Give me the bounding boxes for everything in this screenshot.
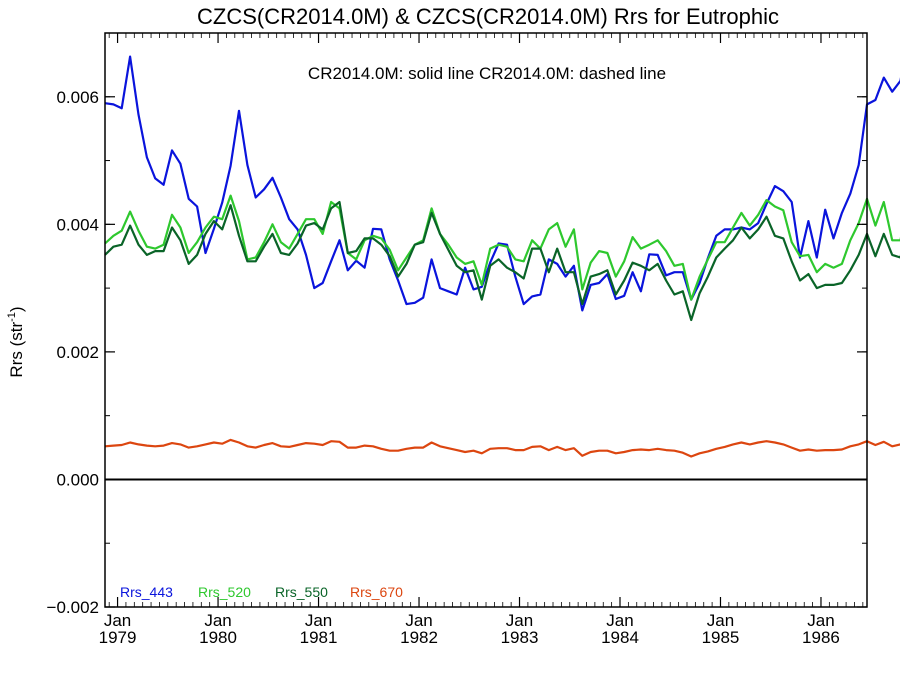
legend: Rrs_443 Rrs_520 Rrs_550 Rrs_670 — [120, 584, 403, 600]
chart-subtitle: CR2014.0M: solid line CR2014.0M: dashed … — [308, 64, 666, 83]
x-tick-month-label: Jan — [305, 611, 332, 630]
legend-item-rrs-520: Rrs_520 — [198, 584, 251, 600]
y-axis-label-main: Rrs (str — [7, 322, 26, 378]
plot-frame — [104, 32, 868, 608]
legend-item-rrs-550: Rrs_550 — [275, 584, 328, 600]
y-axis-label-tail: ) — [7, 306, 26, 312]
x-tick-month-label: Jan — [707, 611, 734, 630]
x-tick-month-label: Jan — [405, 611, 432, 630]
series-line-rrs-520 — [104, 194, 900, 301]
series-line-rrs-550 — [104, 200, 900, 322]
x-tick-year-label: 1985 — [702, 628, 740, 647]
x-tick-month-label: Jan — [807, 611, 834, 630]
y-axis-label-superscript: -1 — [6, 312, 18, 322]
x-tick-year-label: 1986 — [802, 628, 840, 647]
y-tick-label: 0.002 — [56, 343, 99, 362]
axis-ticks: −0.0020.0000.0020.0040.006Jan1979Jan1980… — [47, 32, 867, 647]
x-tick-year-label: 1981 — [300, 628, 338, 647]
x-tick-year-label: 1984 — [601, 628, 639, 647]
x-tick-month-label: Jan — [204, 611, 231, 630]
series-line-rrs-670 — [104, 438, 900, 458]
y-axis-label: Rrs (str-1) — [6, 306, 26, 377]
legend-item-rrs-670: Rrs_670 — [350, 584, 403, 600]
y-tick-label: 0.004 — [56, 215, 99, 234]
y-tick-label: 0.000 — [56, 470, 99, 489]
chart-title: CZCS(CR2014.0M) & CZCS(CR2014.0M) Rrs fo… — [197, 4, 779, 29]
x-tick-year-label: 1980 — [199, 628, 237, 647]
y-tick-label: −0.002 — [47, 598, 99, 617]
x-tick-month-label: Jan — [506, 611, 533, 630]
legend-item-rrs-443: Rrs_443 — [120, 584, 173, 600]
x-tick-month-label: Jan — [104, 611, 131, 630]
x-tick-year-label: 1983 — [501, 628, 539, 647]
x-tick-year-label: 1982 — [400, 628, 438, 647]
x-tick-month-label: Jan — [606, 611, 633, 630]
x-tick-year-label: 1979 — [99, 628, 137, 647]
series-line-rrs-443 — [104, 55, 900, 312]
plot-lines — [104, 55, 900, 458]
plot-border — [104, 32, 868, 608]
y-tick-label: 0.006 — [56, 88, 99, 107]
